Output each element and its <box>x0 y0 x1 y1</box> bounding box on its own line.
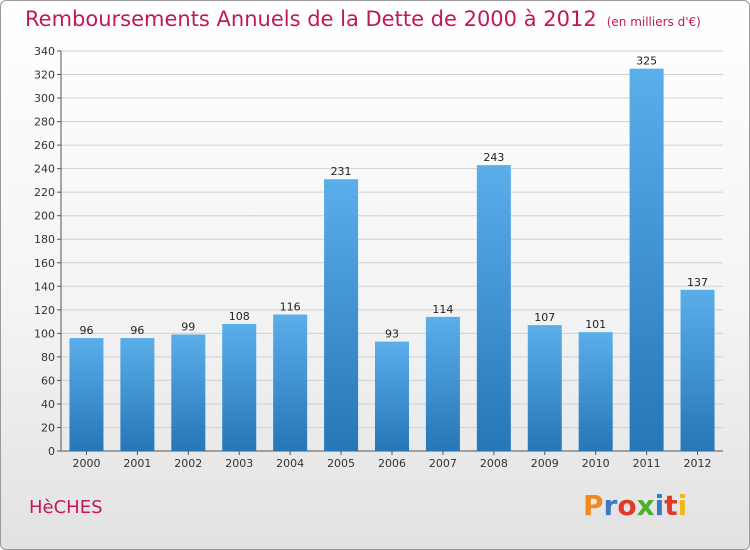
x-tick-label: 2002 <box>174 457 202 470</box>
y-tick-label: 0 <box>48 445 55 458</box>
x-tick-label: 2004 <box>276 457 304 470</box>
data-label-2009: 107 <box>534 311 555 324</box>
bar-2003 <box>222 323 257 451</box>
y-tick-label: 20 <box>41 421 55 434</box>
bar-2006 <box>375 341 409 451</box>
y-tick-label: 220 <box>34 186 55 199</box>
y-tick-label: 340 <box>34 45 55 58</box>
data-label-2000: 96 <box>79 324 93 337</box>
y-tick-label: 160 <box>34 257 55 270</box>
x-tick-label: 2011 <box>633 457 661 470</box>
y-tick-label: 120 <box>34 304 55 317</box>
bar-2010 <box>578 332 613 451</box>
bar-2011 <box>629 68 664 451</box>
bar-2007 <box>425 316 460 451</box>
x-tick-label: 2012 <box>684 457 712 470</box>
x-tick-label: 2010 <box>582 457 610 470</box>
y-tick-label: 100 <box>34 327 55 340</box>
x-tick-label: 2009 <box>531 457 559 470</box>
data-label-2008: 243 <box>483 151 504 164</box>
data-label-2001: 96 <box>130 324 144 337</box>
x-tick-label: 2005 <box>327 457 355 470</box>
y-tick-label: 300 <box>34 92 55 105</box>
bar-2001 <box>120 338 155 451</box>
bar-2004 <box>273 314 308 451</box>
y-tick-label: 200 <box>34 210 55 223</box>
logo-letter: i <box>677 489 688 522</box>
chart-subtitle: (en milliers d'€) <box>606 15 701 29</box>
x-tick-label: 2001 <box>123 457 151 470</box>
y-tick-label: 240 <box>34 163 55 176</box>
bar-2005 <box>324 179 359 451</box>
data-labels: 96 96 99 108 116 231 93 114 243 107 101 325 137 <box>79 55 708 341</box>
bar-2002 <box>171 334 206 451</box>
x-tick-label: 2003 <box>225 457 253 470</box>
logo-letter: r <box>603 489 618 522</box>
bar-2009 <box>527 325 562 451</box>
chart-title-text: Remboursements Annuels de la Dette de 20… <box>25 7 597 31</box>
chart-title: Remboursements Annuels de la Dette de 20… <box>25 7 701 31</box>
data-label-2002: 99 <box>181 321 195 334</box>
data-label-2003: 108 <box>229 310 250 323</box>
data-label-2004: 116 <box>280 301 301 314</box>
logo-letter: o <box>617 489 637 522</box>
bar-2000 <box>69 338 104 451</box>
data-label-2012: 137 <box>687 276 708 289</box>
data-label-2011: 325 <box>636 55 657 68</box>
data-label-2007: 114 <box>432 303 453 316</box>
y-tick-label: 280 <box>34 116 55 129</box>
bars <box>69 68 715 451</box>
logo-letter: t <box>664 489 678 522</box>
bar-2012 <box>680 289 715 451</box>
logo-letter: x <box>636 489 655 522</box>
axes: 0 20 40 60 80 100 120 140 160 180 200 220 240 260 280 3… <box>34 45 723 470</box>
x-tick-label: 2008 <box>480 457 508 470</box>
y-tick-label: 180 <box>34 233 55 246</box>
y-tick-label: 80 <box>41 351 55 364</box>
x-tick-label: 2000 <box>72 457 100 470</box>
data-label-2010: 101 <box>585 318 606 331</box>
logo-letter: i <box>654 489 665 522</box>
data-label-2005: 231 <box>331 165 352 178</box>
y-tick-label: 260 <box>34 139 55 152</box>
x-tick-label: 2006 <box>378 457 406 470</box>
proxiti-logo: Proxiti <box>583 489 687 522</box>
logo-letter: P <box>583 489 604 522</box>
y-tick-label: 140 <box>34 280 55 293</box>
y-tick-label: 60 <box>41 374 55 387</box>
y-tick-label: 40 <box>41 398 55 411</box>
data-label-2006: 93 <box>385 328 399 341</box>
y-tick-label: 320 <box>34 69 55 82</box>
bar-2008 <box>476 165 511 451</box>
commune-name: HèCHES <box>29 497 103 518</box>
x-tick-label: 2007 <box>429 457 457 470</box>
